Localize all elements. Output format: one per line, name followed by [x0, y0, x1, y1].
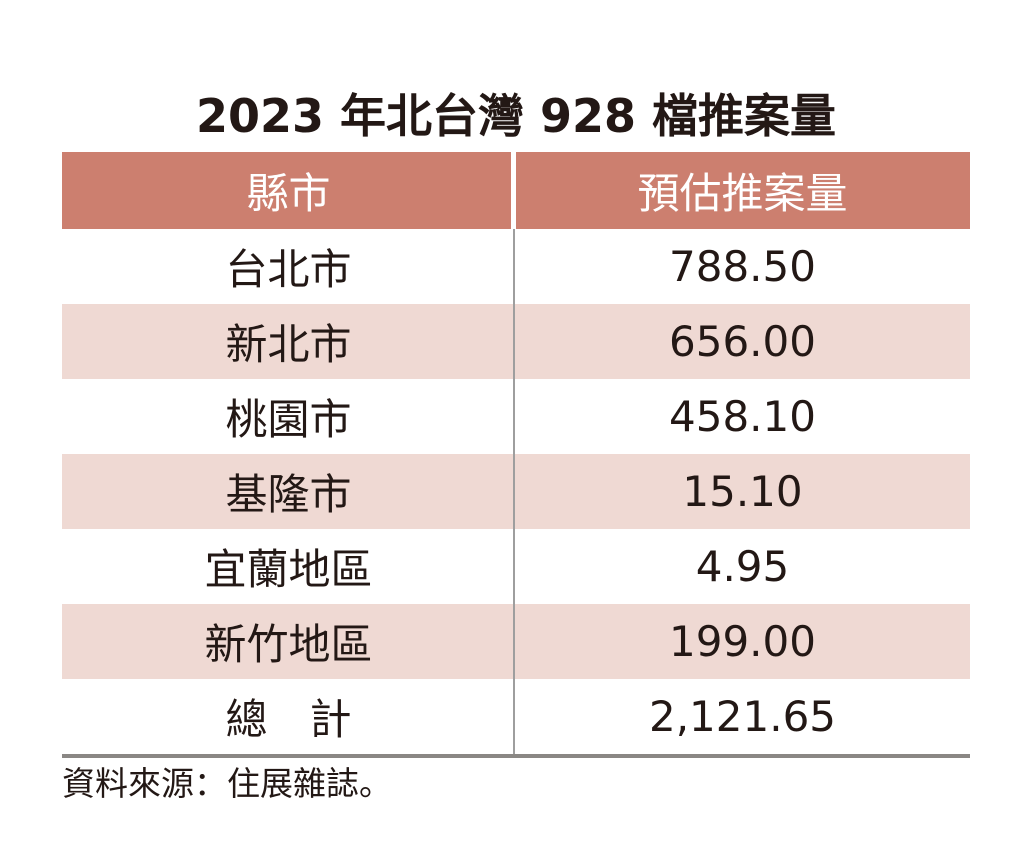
table-row: 宜蘭地區 4.95 — [62, 529, 970, 604]
data-table: 縣市 預估推案量 台北市 788.50 新北市 656.00 桃園市 458.1… — [62, 152, 970, 758]
value-cell: 2,121.65 — [648, 692, 837, 741]
table-row: 新北市 656.00 — [62, 304, 970, 379]
table-row: 台北市 788.50 — [62, 229, 970, 304]
value-cell: 4.95 — [695, 542, 790, 591]
city-cell: 台北市 — [225, 245, 352, 294]
header-cell-volume: 預估推案量 — [637, 169, 848, 218]
city-cell: 基隆市 — [225, 470, 352, 519]
city-cell: 宜蘭地區 — [204, 545, 373, 594]
page-title: 2023 年北台灣 928 檔推案量 — [195, 89, 837, 143]
table-row-total: 總 計 2,121.65 — [62, 679, 970, 754]
table-row: 基隆市 15.10 — [62, 454, 970, 529]
table-row: 新竹地區 199.00 — [62, 604, 970, 679]
value-cell: 788.50 — [669, 242, 816, 291]
table-row: 桃園市 458.10 — [62, 379, 970, 454]
table-body: 台北市 788.50 新北市 656.00 桃園市 458.10 基隆市 15.… — [62, 229, 970, 758]
city-cell: 新竹地區 — [204, 620, 373, 669]
value-cell: 199.00 — [669, 617, 816, 666]
column-divider-header — [511, 152, 516, 229]
city-cell: 總 計 — [225, 695, 352, 744]
city-cell: 新北市 — [225, 320, 352, 369]
column-divider — [513, 229, 515, 754]
header-cell-county: 縣市 — [246, 169, 331, 218]
value-cell: 15.10 — [682, 467, 803, 516]
city-cell: 桃園市 — [225, 395, 352, 444]
source-note: 資料來源：住展雜誌。 — [62, 764, 392, 803]
table-header-row: 縣市 預估推案量 — [62, 152, 970, 229]
value-cell: 458.10 — [669, 392, 816, 441]
value-cell: 656.00 — [669, 317, 816, 366]
